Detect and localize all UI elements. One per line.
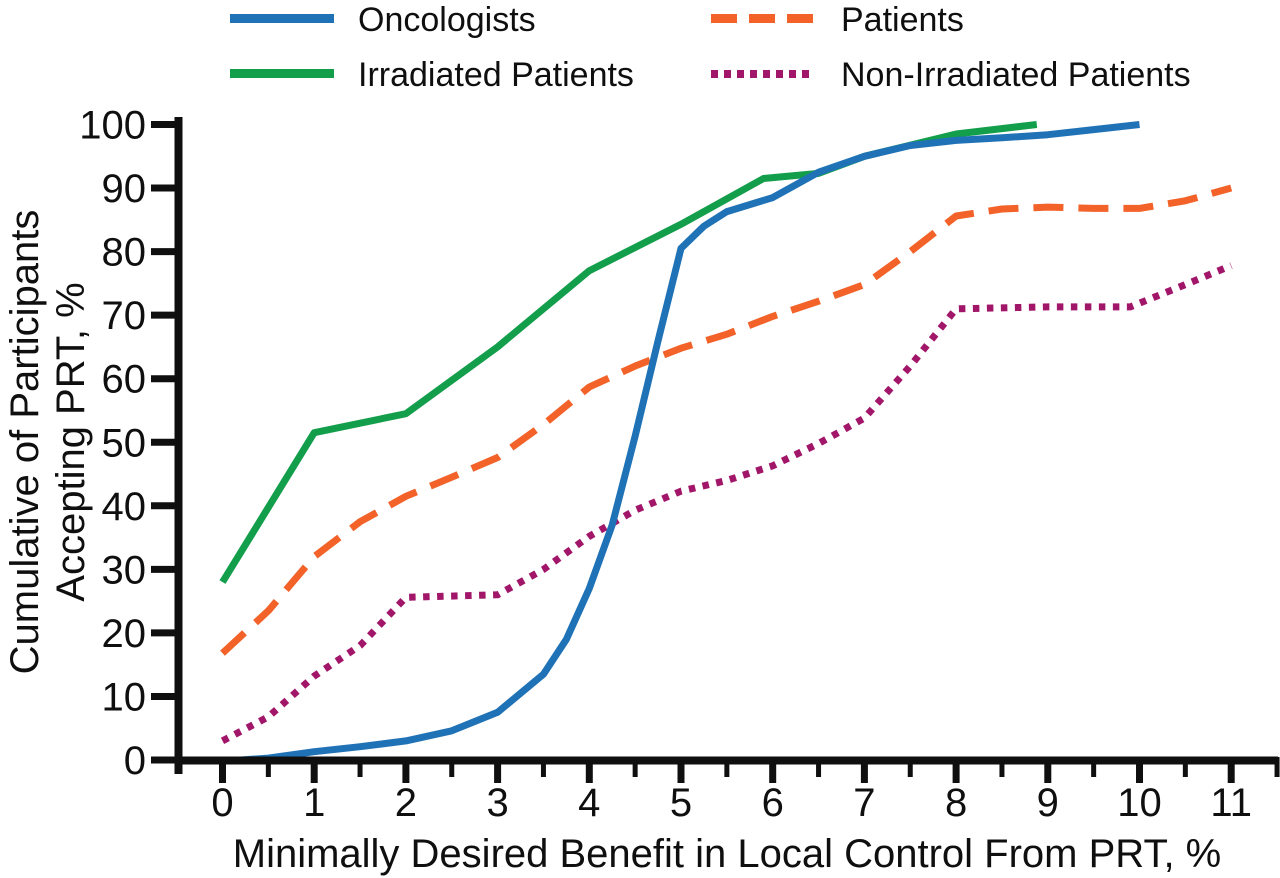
legend-swatch-irradiated-patients xyxy=(230,69,334,78)
x-tick-label: 0 xyxy=(211,781,233,825)
x-tick-label: 1 xyxy=(303,781,325,825)
y-tick-label: 100 xyxy=(79,104,146,148)
x-tick-label: 9 xyxy=(1037,781,1059,825)
y-tick-label: 30 xyxy=(102,548,147,592)
y-tick-label: 70 xyxy=(102,294,147,338)
y-tick-label: 40 xyxy=(102,485,147,529)
y-tick-label: 60 xyxy=(102,358,147,402)
legend-swatch-oncologists xyxy=(230,14,334,23)
y-tick-label: 50 xyxy=(102,421,147,465)
legend-label-patients: Patients xyxy=(841,1,964,39)
series-oncologists xyxy=(240,121,1140,764)
series-patients xyxy=(220,184,1233,656)
x-tick-label: 7 xyxy=(853,781,875,825)
x-tick-label: 2 xyxy=(395,781,417,825)
x-tick-label: 8 xyxy=(945,781,967,825)
legend-label-irradiated-patients: Irradiated Patients xyxy=(358,56,634,94)
legend-swatch-patients xyxy=(711,14,813,23)
legend-label-oncologists: Oncologists xyxy=(358,1,536,39)
series-non-irradiated-patients xyxy=(220,262,1233,744)
y-tick-label: 80 xyxy=(102,231,147,275)
x-tick-label: 4 xyxy=(578,781,600,825)
tick-labels: 0 10 20 30 40 50 60 70 80 90 100 0 1 2 3 4 5 6 7 8 9 10 11 xyxy=(79,104,1252,826)
legend-swatch-non-irradiated-patients xyxy=(711,70,811,78)
y-tick-label: 20 xyxy=(102,612,147,656)
x-tick-label: 5 xyxy=(670,781,692,825)
x-tick-label: 6 xyxy=(762,781,784,825)
x-tick-label: 3 xyxy=(486,781,508,825)
series-layer xyxy=(219,121,1233,764)
x-axis-title: Minimally Desired Benefit in Local Contr… xyxy=(232,832,1222,876)
y-tick-label: 90 xyxy=(102,167,147,211)
x-tick-label: 10 xyxy=(1117,781,1162,825)
y-tick-label: 10 xyxy=(102,675,147,719)
legend-label-non-irradiated-patients: Non-Irradiated Patients xyxy=(841,56,1191,94)
x-tick-label: 11 xyxy=(1210,781,1252,825)
y-tick-label: 0 xyxy=(124,739,146,783)
